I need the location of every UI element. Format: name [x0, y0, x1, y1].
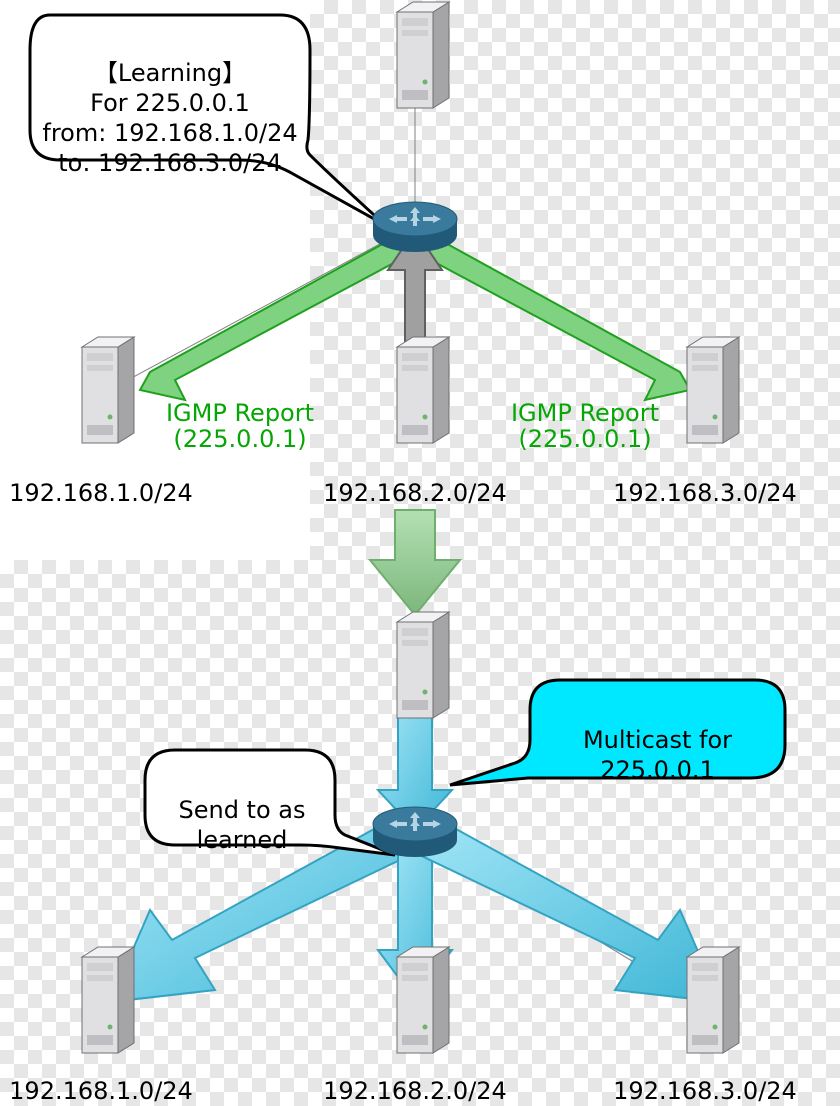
subnet-bottom-right: 192.168.3.0/24: [590, 1078, 820, 1104]
subnet-top-right: 192.168.3.0/24: [590, 480, 820, 506]
diagram-canvas: 【Learning】 For 225.0.0.1 from: 192.168.1…: [0, 0, 840, 1106]
send-bubble-text: Send to as learned: [152, 765, 332, 855]
server-top-left: [82, 337, 134, 443]
igmp-report-right: IGMP Report (225.0.0.1): [500, 400, 670, 453]
learning-bubble-text: 【Learning】 For 225.0.0.1 from: 192.168.1…: [40, 28, 300, 178]
igmp-report-left: IGMP Report (225.0.0.1): [155, 400, 325, 453]
checker-bg: [0, 560, 840, 1106]
subnet-top-left: 192.168.1.0/24: [0, 480, 202, 506]
subnet-bottom-left: 192.168.1.0/24: [0, 1078, 202, 1104]
multicast-bubble-text: Multicast for 225.0.0.1: [540, 695, 775, 785]
subnet-top-mid: 192.168.2.0/24: [300, 480, 530, 506]
subnet-bottom-mid: 192.168.2.0/24: [300, 1078, 530, 1104]
checker-bg: [310, 0, 840, 560]
